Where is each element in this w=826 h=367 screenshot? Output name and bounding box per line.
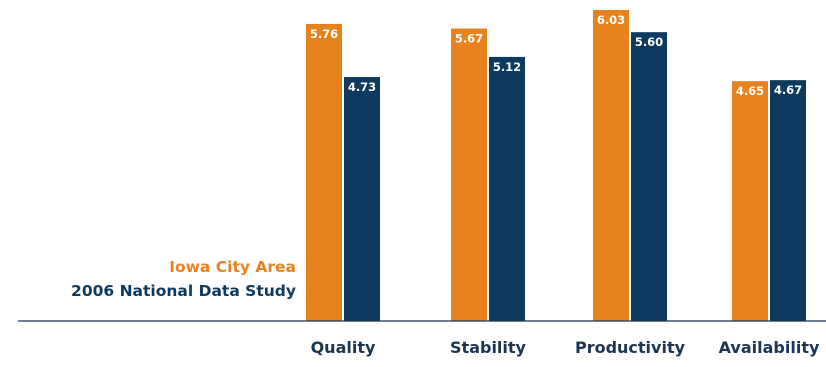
value-label-iowa-city-area-quality: 5.76 xyxy=(310,27,338,41)
value-label-national-data-study-productivity: 5.60 xyxy=(635,35,663,49)
value-label-national-data-study-availability: 4.67 xyxy=(774,83,802,97)
bars-group: 5.76 5.67 6.03 4.65 4.73 5.12 5.60 4.67 xyxy=(306,10,806,322)
bar-national-data-study-quality xyxy=(344,77,380,321)
value-label-iowa-city-area-availability: 4.65 xyxy=(736,84,764,98)
bar-iowa-city-area-stability xyxy=(451,28,487,321)
bar-national-data-study-stability xyxy=(489,56,525,322)
legend-entry-national-data-study: 2006 National Data Study xyxy=(71,282,296,300)
bar-iowa-city-area-availability xyxy=(732,81,768,321)
bar-iowa-city-area-quality xyxy=(306,23,342,321)
category-label-stability: Stability xyxy=(450,338,526,357)
value-label-national-data-study-quality: 4.73 xyxy=(348,80,376,94)
value-label-iowa-city-area-productivity: 6.03 xyxy=(597,13,625,27)
value-label-iowa-city-area-stability: 5.67 xyxy=(455,32,483,46)
legend-entry-iowa-city-area: Iowa City Area xyxy=(169,258,296,276)
bar-iowa-city-area-productivity xyxy=(593,10,629,321)
category-label-productivity: Productivity xyxy=(574,338,686,357)
bar-national-data-study-productivity xyxy=(631,32,667,322)
bar-national-data-study-availability xyxy=(770,80,806,321)
category-label-availability: Availability xyxy=(718,338,820,357)
value-label-national-data-study-stability: 5.12 xyxy=(493,60,521,74)
category-label-quality: Quality xyxy=(310,338,376,357)
